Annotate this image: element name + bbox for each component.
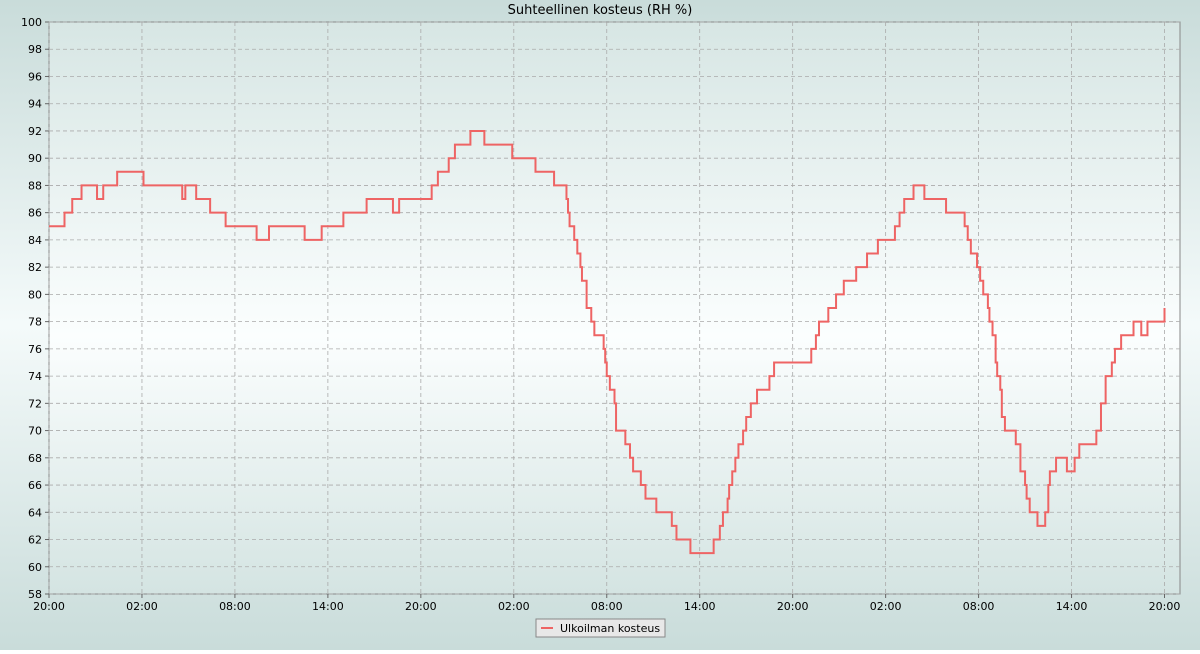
y-tick-label: 64: [28, 506, 42, 519]
y-tick-label: 62: [28, 534, 42, 547]
y-tick-label: 82: [28, 261, 42, 274]
x-tick-label: 14:00: [312, 600, 344, 613]
plot-area: [48, 21, 1181, 595]
y-tick-label: 66: [28, 479, 42, 492]
y-tick-label: 100: [21, 16, 42, 29]
x-tick-label: 14:00: [1056, 600, 1088, 613]
y-tick-label: 88: [28, 179, 42, 192]
y-tick-label: 70: [28, 425, 42, 438]
x-tick-label: 20:00: [33, 600, 65, 613]
y-tick-label: 80: [28, 288, 42, 301]
data-line: [49, 129, 1166, 555]
x-tick-label: 20:00: [405, 600, 437, 613]
y-tick-label: 96: [28, 70, 42, 83]
y-tick-label: 68: [28, 452, 42, 465]
y-tick-label: 58: [28, 588, 42, 601]
x-tick-label: 08:00: [219, 600, 251, 613]
x-tick-label: 02:00: [126, 600, 158, 613]
x-tick-label: 02:00: [498, 600, 530, 613]
y-tick-label: 76: [28, 343, 42, 356]
y-tick-label: 84: [28, 234, 42, 247]
x-tick-label: 08:00: [963, 600, 995, 613]
x-tick-label: 14:00: [684, 600, 716, 613]
y-tick-label: 72: [28, 397, 42, 410]
legend: Ulkoilman kosteus: [535, 618, 666, 638]
x-tick-label: 02:00: [870, 600, 902, 613]
y-tick-label: 74: [28, 370, 42, 383]
y-tick-label: 94: [28, 98, 42, 111]
x-tick-label: 20:00: [777, 600, 809, 613]
y-tick-label: 92: [28, 125, 42, 138]
x-tick-label: 20:00: [1149, 600, 1181, 613]
legend-box: [535, 618, 666, 638]
y-tick-label: 60: [28, 561, 42, 574]
y-tick-label: 90: [28, 152, 42, 165]
y-tick-label: 98: [28, 43, 42, 56]
y-tick-label: 78: [28, 316, 42, 329]
legend-label: Ulkoilman kosteus: [560, 622, 660, 635]
x-tick-label: 08:00: [591, 600, 623, 613]
chart-title: Suhteellinen kosteus (RH %): [508, 3, 693, 18]
y-tick-label: 86: [28, 207, 42, 220]
